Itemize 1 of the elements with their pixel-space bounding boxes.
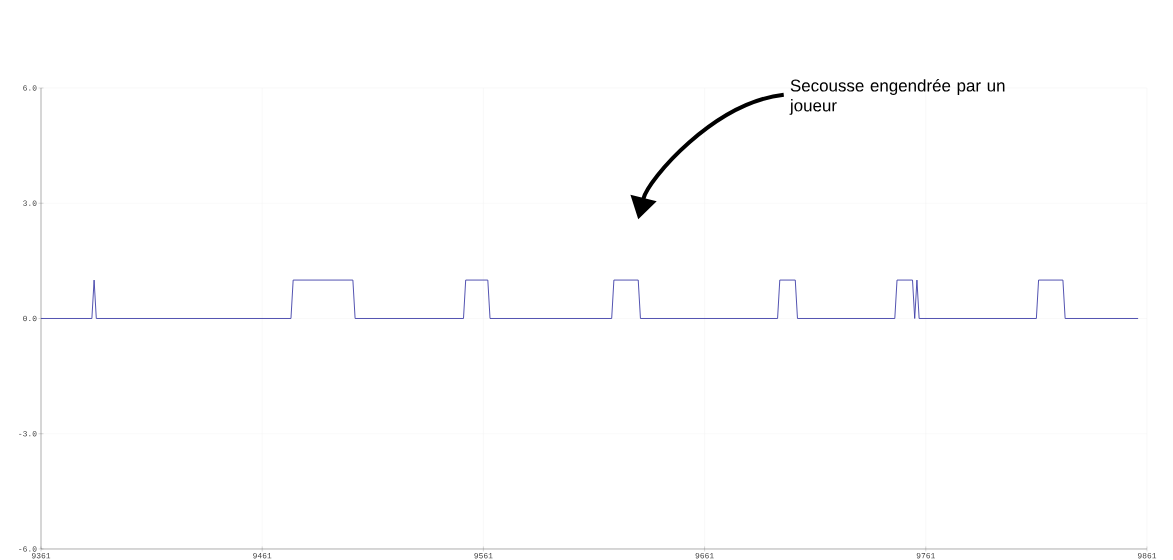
annotation: Secousse engendrée par un joueur: [789, 78, 1005, 115]
